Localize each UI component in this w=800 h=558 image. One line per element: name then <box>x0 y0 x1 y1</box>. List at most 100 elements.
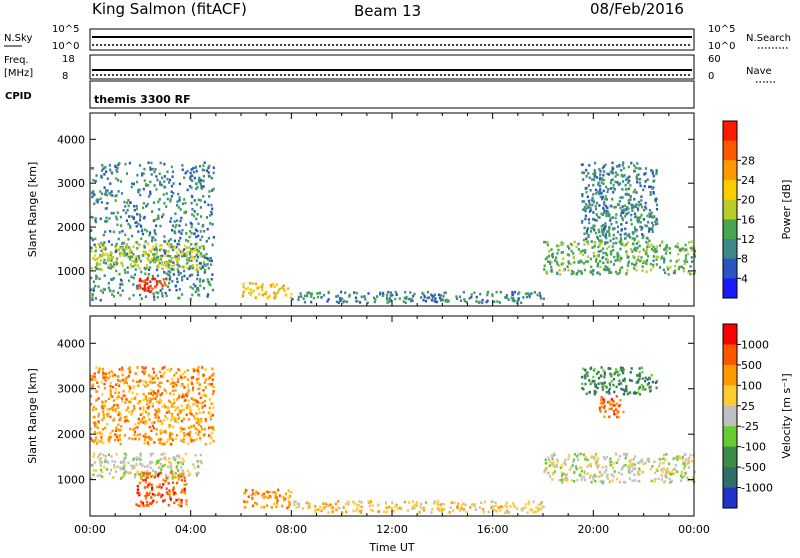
power-cell <box>654 250 657 254</box>
velocity-colorbar-tick-label: 500 <box>741 359 762 372</box>
velocity-cell <box>449 506 452 509</box>
velocity-cell <box>111 429 114 433</box>
velocity-cell <box>207 411 210 414</box>
velocity-cell <box>94 439 97 442</box>
velocity-cell <box>132 457 136 461</box>
velocity-cell <box>682 462 685 465</box>
velocity-colorbar-label: Velocity [m s⁻¹] <box>780 373 793 458</box>
power-cell <box>110 278 113 281</box>
velocity-cell <box>690 459 693 463</box>
power-cell <box>152 201 156 204</box>
velocity-cell <box>606 473 609 476</box>
power-cell <box>635 242 638 245</box>
velocity-cell <box>168 435 172 439</box>
power-cell <box>100 244 103 247</box>
power-cell <box>142 187 145 191</box>
power-cell <box>580 250 583 253</box>
power-cell <box>555 256 558 259</box>
power-region-6 <box>580 161 659 243</box>
velocity-cell <box>118 384 121 387</box>
velocity-cell <box>371 509 374 513</box>
velocity-cell <box>132 404 136 408</box>
velocity-cell <box>201 366 204 369</box>
velocity-scatter-cells <box>90 366 697 514</box>
power-cell <box>600 212 603 216</box>
power-cell <box>403 296 406 300</box>
power-cell <box>607 188 610 191</box>
power-cell <box>595 258 598 261</box>
power-cell <box>260 285 263 288</box>
power-cell <box>199 262 202 265</box>
velocity-cell <box>97 370 100 374</box>
velocity-cell <box>319 505 322 509</box>
velocity-cell <box>128 366 131 369</box>
power-cell <box>136 286 140 290</box>
power-cell <box>118 162 121 165</box>
velocity-cell <box>327 511 330 514</box>
velocity-cell <box>566 479 569 482</box>
power-cell <box>645 250 648 253</box>
power-cell <box>149 285 152 288</box>
velocity-cell <box>617 382 621 386</box>
power-cell <box>615 213 618 216</box>
power-cell <box>153 218 156 222</box>
power-cell <box>627 260 630 263</box>
velocity-cell <box>638 480 641 483</box>
power-cell <box>155 248 159 252</box>
power-cell <box>542 297 545 301</box>
power-cell <box>589 230 593 233</box>
power-cell <box>641 265 644 268</box>
velocity-cell <box>161 493 164 497</box>
power-cell <box>132 276 135 280</box>
power-cell <box>597 190 600 194</box>
power-cell <box>142 250 145 254</box>
power-cell <box>619 238 622 241</box>
power-cell <box>97 256 100 260</box>
power-cell <box>684 254 688 257</box>
velocity-cell <box>469 506 472 509</box>
power-cell <box>94 266 97 269</box>
power-cell <box>173 220 176 223</box>
power-cell <box>643 173 646 176</box>
velocity-cell <box>107 453 110 456</box>
velocity-cell <box>539 508 542 511</box>
velocity-cell <box>590 455 594 458</box>
power-cell <box>638 216 641 220</box>
velocity-cell <box>604 410 607 413</box>
power-cell <box>208 190 211 193</box>
velocity-cell <box>504 511 507 514</box>
velocity-cell <box>147 397 150 400</box>
power-cell <box>546 243 549 247</box>
velocity-cell <box>490 506 493 509</box>
power-cell <box>156 295 159 299</box>
velocity-cell <box>139 413 142 416</box>
power-cell <box>602 206 605 210</box>
power-cell <box>463 298 466 301</box>
power-cell <box>119 261 123 265</box>
velocity-cell <box>106 408 109 411</box>
velocity-region-3 <box>242 488 293 510</box>
velocity-cell <box>630 379 633 383</box>
velocity-cell <box>106 412 109 416</box>
velocity-cell <box>620 382 623 385</box>
velocity-cell <box>644 376 647 380</box>
velocity-cell <box>157 416 160 419</box>
power-cell <box>191 287 194 290</box>
power-cell <box>422 293 425 296</box>
velocity-cell <box>176 406 179 410</box>
power-cell <box>405 297 408 300</box>
power-cell <box>648 185 651 189</box>
power-cell <box>585 237 588 241</box>
velocity-cell <box>144 397 147 400</box>
velocity-cell <box>622 464 625 468</box>
velocity-cell <box>133 433 136 437</box>
velocity-cell <box>163 498 166 502</box>
power-cell <box>586 260 589 263</box>
velocity-cell <box>102 413 105 417</box>
power-cell <box>641 226 644 229</box>
velocity-cell <box>610 379 613 383</box>
velocity-cell <box>180 504 183 508</box>
power-cell <box>110 243 113 246</box>
power-cell <box>178 199 181 202</box>
power-cell <box>207 171 210 174</box>
